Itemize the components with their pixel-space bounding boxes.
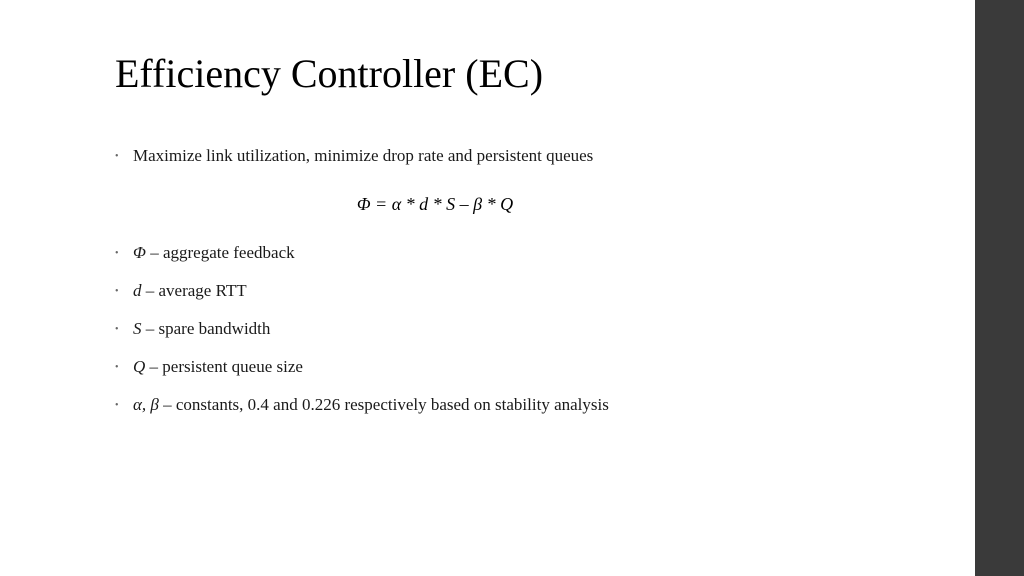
- bullet-item: • d – average RTT: [115, 281, 975, 301]
- formula: Φ = α * d * S – β * Q: [55, 194, 815, 215]
- bullet-item: • α, β – constants, 0.4 and 0.226 respec…: [115, 395, 975, 415]
- symbol: Φ: [133, 243, 146, 262]
- bullet-item: • Φ – aggregate feedback: [115, 243, 975, 263]
- bullet-item: • Q – persistent queue size: [115, 357, 975, 377]
- definition: S – spare bandwidth: [133, 319, 975, 339]
- desc: – constants, 0.4 and 0.226 respectively …: [159, 395, 609, 414]
- bullet-text: Maximize link utilization, minimize drop…: [133, 146, 975, 166]
- bullet-marker-icon: •: [115, 324, 133, 335]
- symbol: d: [133, 281, 142, 300]
- slide-content: Efficiency Controller (EC) • Maximize li…: [0, 0, 975, 576]
- slide-title: Efficiency Controller (EC): [115, 50, 975, 98]
- desc: – aggregate feedback: [146, 243, 295, 262]
- symbol: α, β: [133, 395, 159, 414]
- definition: α, β – constants, 0.4 and 0.226 respecti…: [133, 395, 975, 415]
- bullet-item: • S – spare bandwidth: [115, 319, 975, 339]
- bullet-marker-icon: •: [115, 248, 133, 259]
- definition: d – average RTT: [133, 281, 975, 301]
- desc: – average RTT: [142, 281, 247, 300]
- bullet-marker-icon: •: [115, 400, 133, 411]
- definition: Φ – aggregate feedback: [133, 243, 975, 263]
- bullet-marker-icon: •: [115, 151, 133, 162]
- symbol: S: [133, 319, 142, 338]
- right-accent-bar: [975, 0, 1024, 576]
- desc: – spare bandwidth: [142, 319, 271, 338]
- bullet-marker-icon: •: [115, 286, 133, 297]
- symbol: Q: [133, 357, 145, 376]
- desc: – persistent queue size: [145, 357, 303, 376]
- bullet-marker-icon: •: [115, 362, 133, 373]
- definition: Q – persistent queue size: [133, 357, 975, 377]
- bullet-item: • Maximize link utilization, minimize dr…: [115, 146, 975, 166]
